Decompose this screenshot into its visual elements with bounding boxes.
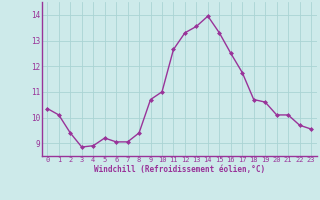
X-axis label: Windchill (Refroidissement éolien,°C): Windchill (Refroidissement éolien,°C) [94,165,265,174]
